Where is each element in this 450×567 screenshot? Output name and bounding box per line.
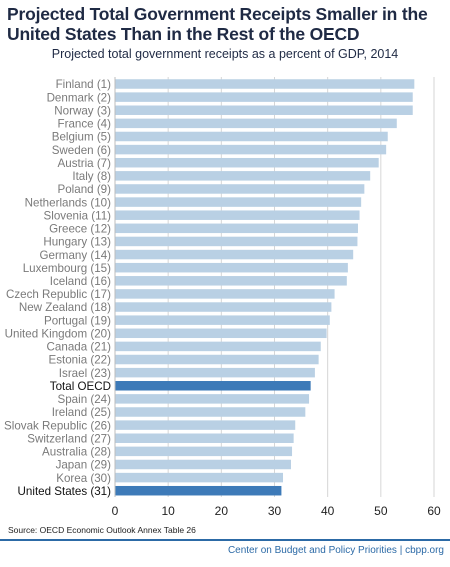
category-label: Germany (14) <box>39 249 111 262</box>
category-label: United Kingdom (20) <box>5 327 111 340</box>
chart-title: Projected Total Government Receipts Smal… <box>7 4 428 44</box>
bar <box>115 433 294 443</box>
category-label: Spain (24) <box>58 393 112 406</box>
category-label: Norway (3) <box>54 104 111 117</box>
bar <box>115 262 348 273</box>
x-tick-label: 40 <box>321 504 335 518</box>
x-tick-label: 50 <box>374 504 388 518</box>
bar <box>115 341 321 352</box>
bar <box>115 210 360 220</box>
bar <box>115 276 347 286</box>
category-label: Israel (23) <box>59 367 111 380</box>
category-label: Japan (29) <box>56 459 112 472</box>
bar <box>115 223 358 234</box>
footer-divider <box>0 539 450 541</box>
category-label: Slovenia (11) <box>44 209 112 222</box>
x-tick-label: 60 <box>427 504 441 518</box>
bar <box>115 184 365 194</box>
category-label: Belgium (5) <box>52 131 111 144</box>
bar <box>115 236 358 247</box>
x-tick-label: 0 <box>112 504 119 518</box>
x-tick-label: 10 <box>161 504 175 518</box>
x-tick-label: 30 <box>268 504 282 518</box>
source-note: Source: OECD Economic Outlook Annex Tabl… <box>8 525 196 535</box>
category-label: Czech Republic (17) <box>6 288 111 301</box>
category-label: Total OECD <box>50 380 111 393</box>
bar <box>115 446 293 457</box>
category-label: Netherlands (10) <box>25 196 111 209</box>
bar <box>115 79 415 89</box>
category-label: Finland (1) <box>56 78 112 91</box>
category-label: Canada (21) <box>47 341 112 354</box>
category-label: Greece (12) <box>49 223 111 236</box>
bar <box>115 354 319 365</box>
bar <box>115 394 310 404</box>
category-label: Sweden (6) <box>52 144 111 157</box>
category-label: Denmark (2) <box>47 91 112 104</box>
bar <box>115 472 284 483</box>
bar <box>115 131 388 142</box>
category-label: United States (31) <box>18 485 112 498</box>
category-label: Slovak Republic (26) <box>4 419 111 432</box>
bar <box>115 144 387 155</box>
bar <box>115 197 362 207</box>
category-label: Ireland (25) <box>52 406 111 419</box>
category-label: Estonia (22) <box>48 354 111 367</box>
bar-chart: Finland (1)Denmark (2)Norway (3)France (… <box>4 77 441 518</box>
bar <box>115 171 371 181</box>
category-label: Luxembourg (15) <box>23 262 111 275</box>
category-label: Portugal (19) <box>44 314 111 327</box>
bar <box>115 105 413 115</box>
bar <box>115 302 332 312</box>
bar <box>115 367 315 378</box>
category-label: Austria (7) <box>58 157 112 170</box>
bar <box>115 289 335 299</box>
bar-highlight <box>115 381 311 391</box>
bar <box>115 420 296 430</box>
x-tick-label: 20 <box>215 504 229 518</box>
bar-highlight <box>115 485 282 496</box>
category-label: Iceland (16) <box>50 275 111 288</box>
bar <box>115 92 413 102</box>
category-label: New Zealand (18) <box>19 301 111 314</box>
bar <box>115 157 379 168</box>
category-label: Hungary (13) <box>43 236 111 249</box>
chart-subtitle: Projected total government receipts as a… <box>51 47 399 61</box>
bar <box>115 459 291 470</box>
category-label: Switzerland (27) <box>27 432 111 445</box>
bar <box>115 249 354 260</box>
bar <box>115 315 330 325</box>
category-label: France (4) <box>58 118 112 131</box>
bar <box>115 407 306 417</box>
category-label: Korea (30) <box>56 472 111 485</box>
category-label: Poland (9) <box>58 183 112 196</box>
bar <box>115 118 397 129</box>
bar <box>115 328 327 339</box>
category-label: Italy (8) <box>72 170 111 183</box>
credit-line: Center on Budget and Policy Priorities |… <box>227 545 444 556</box>
category-label: Australia (28) <box>42 446 111 459</box>
